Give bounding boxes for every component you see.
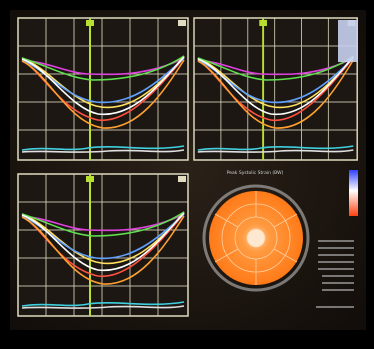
strain-panel bbox=[18, 18, 188, 160]
logo-box bbox=[338, 20, 358, 62]
strain-panel bbox=[194, 18, 357, 160]
bullseye bbox=[204, 186, 308, 290]
strain-panel bbox=[18, 174, 188, 316]
color-scale bbox=[349, 170, 358, 216]
page: {"screen": {"bullseye_title": "Peak Syst… bbox=[0, 0, 374, 349]
ultrasound-screen-photo: Peak Systolic Strain (BW) bbox=[0, 0, 374, 349]
bullseye-title: Peak Systolic Strain (BW) bbox=[227, 170, 284, 176]
